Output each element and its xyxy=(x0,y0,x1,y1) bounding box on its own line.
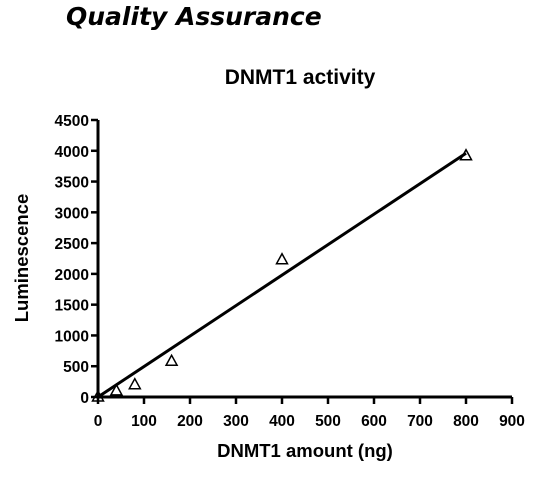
ticks: 0 100 200 300 400 500 600 700 800 900 0 500 1000 1500… xyxy=(55,113,525,430)
data-point xyxy=(128,377,142,390)
x-tick-label: 600 xyxy=(361,413,387,430)
y-axis-title: Luminescence xyxy=(11,194,32,323)
data-point xyxy=(91,389,105,402)
x-tick-label: 200 xyxy=(177,413,203,430)
x-tick-label: 700 xyxy=(407,413,433,430)
y-tick-label: 2500 xyxy=(55,236,89,253)
axes xyxy=(96,120,512,399)
data-point xyxy=(164,353,179,367)
y-tick-label: 500 xyxy=(63,359,89,376)
y-tick-label: 4500 xyxy=(55,113,89,130)
x-tick-label: 300 xyxy=(223,413,249,430)
y-tick-label: 2000 xyxy=(55,267,89,284)
y-tick-label: 1500 xyxy=(55,298,89,315)
y-tick-label: 1000 xyxy=(55,328,89,345)
data-point xyxy=(109,383,124,396)
x-axis-title: DNMT1 amount (ng) xyxy=(217,440,393,461)
data-point xyxy=(459,148,473,161)
chart-title: DNMT1 activity xyxy=(225,66,376,89)
data-point xyxy=(275,252,289,265)
x-tick-label: 500 xyxy=(315,413,341,430)
y-tick-label: 3000 xyxy=(55,205,89,222)
y-tick-label: 3500 xyxy=(55,175,89,192)
page-heading: Quality Assurance xyxy=(66,2,322,31)
x-tick-label: 800 xyxy=(453,413,479,430)
y-tick-label: 4000 xyxy=(55,144,89,161)
x-tick-label: 400 xyxy=(269,413,295,430)
x-tick-label: 900 xyxy=(499,413,525,430)
x-tick-label: 100 xyxy=(131,413,157,430)
data-marks xyxy=(91,148,473,402)
x-tick-label: 0 xyxy=(94,413,103,430)
fit-line xyxy=(97,151,467,399)
y-tick-label: 0 xyxy=(80,390,89,407)
